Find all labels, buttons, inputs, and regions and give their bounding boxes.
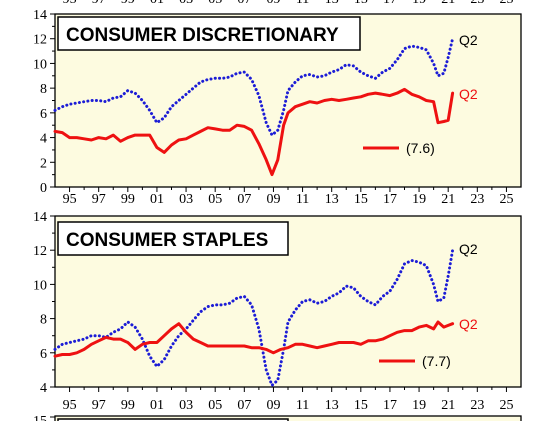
x-tick-label: 01 — [150, 398, 164, 413]
x-tick-label-partial: 17 — [383, 0, 397, 7]
x-tick-label-partial: 01 — [150, 0, 164, 7]
y-tick-label: 15 — [33, 414, 47, 421]
x-tick-label-partial: 13 — [325, 0, 339, 7]
x-axis-ticks: 95 97 99 01 03 05 07 09 11 13 15 17 19 21 23 25 — [63, 387, 513, 413]
y-tick-label: 6 — [40, 347, 47, 362]
x-tick-label: 07 — [237, 398, 251, 413]
y-tick-label: 8 — [40, 313, 47, 328]
x-tick-label: 03 — [179, 398, 193, 413]
y-tick-label: 12 — [33, 33, 47, 48]
x-tick-label-partial: 21 — [441, 0, 455, 7]
top-partial-x-ticks: 95 97 99 01 03 05 07 09 11 13 15 17 19 21 23 25 — [63, 0, 514, 7]
x-tick-label: 09 — [266, 398, 280, 413]
y-tick-label: 14 — [33, 8, 47, 23]
blue-series-end-label: Q2 — [459, 241, 478, 257]
x-tick-label: 25 — [499, 398, 513, 413]
title-box — [57, 418, 289, 421]
legend-label: (7.6) — [406, 140, 435, 156]
chart-title-box: CONSUMER DISCRETIONARY — [57, 16, 361, 51]
x-tick-label-partial: 05 — [208, 0, 222, 7]
red-series-end-label: Q2 — [459, 86, 478, 102]
next-panel-partial: 15 — [33, 414, 522, 421]
y-tick-label: 10 — [33, 278, 47, 293]
y-tick-label: 12 — [33, 244, 47, 259]
x-tick-label: 99 — [121, 398, 135, 413]
x-tick-label-partial: 95 — [63, 0, 77, 7]
chart-title: CONSUMER STAPLES — [66, 230, 268, 251]
y-tick-label: 4 — [40, 381, 47, 396]
x-tick-label-partial: 19 — [412, 0, 426, 7]
y-tick-label: 14 — [33, 210, 47, 225]
x-tick-label: 23 — [470, 192, 484, 207]
x-axis-ticks: 95 97 99 01 03 05 07 09 11 13 15 17 19 21 23 25 — [63, 187, 513, 207]
legend-label: (7.7) — [422, 353, 451, 369]
legend: (7.7) — [379, 353, 451, 369]
x-tick-label: 97 — [92, 192, 106, 207]
x-tick-label: 19 — [412, 192, 426, 207]
x-tick-label-partial: 11 — [296, 0, 309, 7]
blue-series-end-label: Q2 — [459, 32, 478, 48]
legend: (7.6) — [363, 140, 435, 156]
y-tick-label: 6 — [40, 107, 47, 122]
red-series-end-label: Q2 — [459, 316, 478, 332]
series-lines — [53, 37, 455, 177]
y-axis-ticks: 0 2 4 6 8 10 12 14 — [33, 8, 55, 196]
x-tick-label: 05 — [208, 192, 222, 207]
x-tick-label: 21 — [441, 192, 455, 207]
x-tick-label: 17 — [383, 398, 397, 413]
x-tick-label: 13 — [325, 398, 339, 413]
consumer-staples-panel: 4 6 8 10 12 14 95 97 99 01 03 05 07 09 11 13 15 17 19 21 23… — [33, 210, 522, 413]
x-tick-label: 95 — [63, 398, 77, 413]
x-tick-label: 13 — [325, 192, 339, 207]
x-tick-label: 97 — [92, 398, 106, 413]
x-tick-label: 99 — [121, 192, 135, 207]
chart-title: CONSUMER DISCRETIONARY — [66, 25, 339, 46]
x-tick-label-partial: 97 — [92, 0, 106, 7]
title-box — [57, 16, 361, 51]
x-tick-label-partial: 09 — [266, 0, 280, 7]
red-series-line — [53, 87, 455, 177]
x-tick-label-partial: 03 — [179, 0, 193, 7]
y-axis-ticks: 4 6 8 10 12 14 — [33, 210, 55, 396]
y-tick-label: 4 — [40, 132, 47, 147]
x-tick-label-partial: 23 — [470, 0, 484, 7]
chart-title-box: CONSUMER STAPLES — [57, 221, 289, 256]
x-tick-label: 09 — [266, 192, 280, 207]
blue-series-line — [53, 37, 455, 137]
x-tick-label-partial: 25 — [499, 0, 513, 7]
y-tick-label: 8 — [40, 82, 47, 97]
x-tick-label: 17 — [383, 192, 397, 207]
x-tick-label: 19 — [412, 398, 426, 413]
y-tick-label: 0 — [40, 181, 47, 196]
x-tick-label: 01 — [150, 192, 164, 207]
series-lines — [53, 248, 455, 387]
x-tick-label: 11 — [296, 398, 309, 413]
x-tick-label: 03 — [179, 192, 193, 207]
x-tick-label: 07 — [237, 192, 251, 207]
red-series-line — [53, 320, 455, 358]
y-tick-label: 2 — [40, 156, 47, 171]
x-tick-label: 21 — [441, 398, 455, 413]
x-tick-label-partial: 99 — [121, 0, 135, 7]
x-tick-label: 25 — [499, 192, 513, 207]
y-tick-label: 10 — [33, 57, 47, 72]
x-tick-label: 23 — [470, 398, 484, 413]
x-tick-label: 05 — [208, 398, 222, 413]
x-tick-label: 11 — [296, 192, 309, 207]
x-tick-label: 15 — [354, 192, 368, 207]
x-tick-label: 15 — [354, 398, 368, 413]
title-box — [57, 221, 289, 256]
consumer-discretionary-panel: 0 2 4 6 8 10 12 14 95 97 99 01 03 05 07 09 11 13 15 17 19 21… — [33, 8, 522, 207]
x-tick-label-partial: 15 — [354, 0, 368, 7]
x-tick-label: 95 — [63, 192, 77, 207]
x-tick-label-partial: 07 — [237, 0, 251, 7]
